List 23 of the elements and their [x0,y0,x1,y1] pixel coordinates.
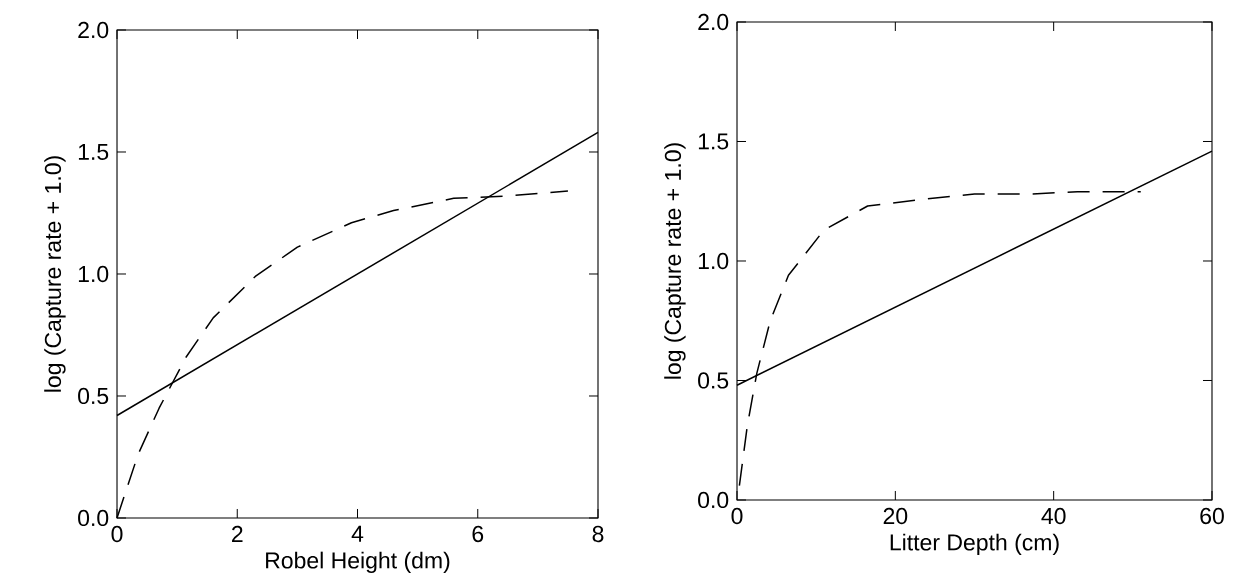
y-tick-label: 0.5 [78,387,109,405]
x-tick-label: 0 [111,525,123,543]
y-tick-label: 1.0 [698,252,729,270]
x-tick-label: 2 [232,525,243,542]
x-tick-label: 4 [351,525,364,542]
y-tick-label: 1.5 [78,143,109,161]
y-tick-label: 1.0 [78,265,109,283]
x-tick-label: 6 [472,525,484,543]
y-tick-label: 2.0 [698,13,729,31]
x-tick-label: 60 [1200,507,1224,525]
y-tick-label: 2.0 [78,21,109,39]
x-axis-title: Litter Depth (cm) [890,533,1059,556]
x-tick-label: 40 [1041,507,1066,525]
y-tick-label: 0.0 [698,491,729,509]
y-axis-title: log (Capture rate + 1.0) [664,143,686,379]
y-axis-title: log (Capture rate + 1.0) [44,156,66,392]
y-tick-label: 0.5 [698,372,729,389]
y-tick-label: 1.5 [698,133,729,150]
x-tick-label: 0 [731,507,743,525]
x-tick-label: 8 [592,525,604,543]
y-tick-label: 0.0 [78,509,109,527]
x-axis-title: Robel Height (dm) [266,551,450,574]
x-tick-label: 20 [883,507,908,525]
